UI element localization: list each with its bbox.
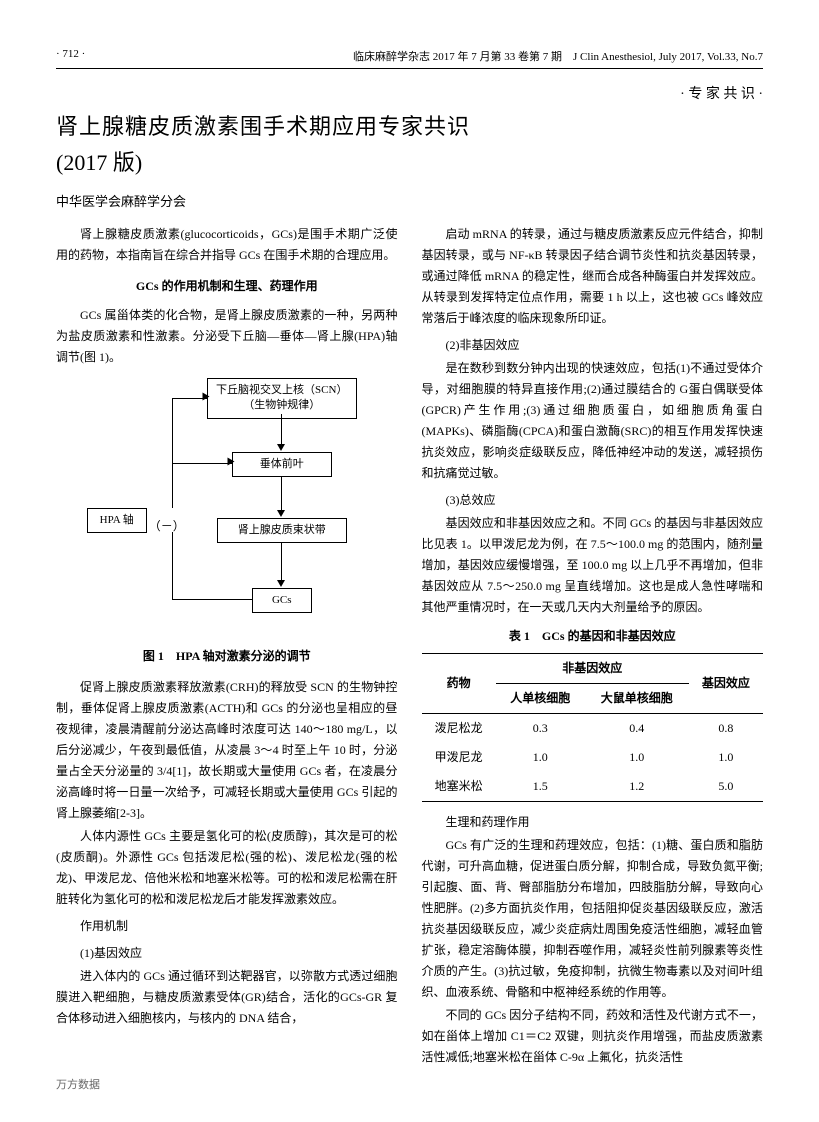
journal-info: 临床麻醉学杂志 2017 年 7 月第 33 卷第 7 期 J Clin Ane… — [353, 48, 763, 64]
table-row: 泼尼松龙 0.3 0.4 0.8 — [422, 714, 764, 744]
flowchart: 下丘脑视交叉上核（SCN）（生物钟规律） 垂体前叶 肾上腺皮质束状带 GCs H… — [87, 378, 367, 638]
feedback-minus: （－） — [149, 516, 185, 537]
paragraph: 促肾上腺皮质激素释放激素(CRH)的释放受 SCN 的生物钟控制，垂体促肾上腺皮… — [56, 677, 398, 824]
th-gene: 基因效应 — [689, 654, 763, 714]
table-row: 甲泼尼龙 1.0 1.0 1.0 — [422, 743, 764, 772]
paragraph: GCs 属甾体类的化合物，是肾上腺皮质激素的一种，另两种为盐皮质激素和性激素。分… — [56, 305, 398, 368]
item-heading: (2)非基因效应 — [422, 335, 764, 356]
author-line: 中华医学会麻醉学分会 — [56, 191, 763, 210]
running-header: · 712 · 临床麻醉学杂志 2017 年 7 月第 33 卷第 7 期 J … — [56, 48, 763, 69]
paragraph: 启动 mRNA 的转录，通过与糖皮质激素反应元件结合，抑制基因转录，或与 NF-… — [422, 224, 764, 329]
section-tag: · 专 家 共 识 · — [56, 83, 763, 103]
section-heading: GCs 的作用机制和生理、药理作用 — [56, 276, 398, 297]
th-drug: 药物 — [422, 654, 496, 714]
flowchart-box-gcs: GCs — [252, 588, 312, 613]
th-rat: 大鼠单核细胞 — [585, 684, 689, 714]
subsection-heading: 作用机制 — [56, 916, 398, 937]
flowchart-box-pituitary: 垂体前叶 — [232, 452, 332, 477]
flowchart-box-adrenal: 肾上腺皮质束状带 — [217, 518, 347, 543]
flowchart-box-scn: 下丘脑视交叉上核（SCN）（生物钟规律） — [207, 378, 357, 419]
left-column: 肾上腺糖皮质激素(glucocorticoids，GCs)是围手术期广泛使用的药… — [56, 224, 398, 1070]
subsection-heading: 生理和药理作用 — [422, 812, 764, 833]
figure-1: 下丘脑视交叉上核（SCN）（生物钟规律） 垂体前叶 肾上腺皮质束状带 GCs H… — [56, 378, 398, 667]
th-human: 人单核细胞 — [496, 684, 585, 714]
paragraph: 是在数秒到数分钟内出现的快速效应，包括(1)不通过受体介导，对细胞膜的特异直接作… — [422, 358, 764, 484]
flowchart-box-hpa: HPA 轴 — [87, 508, 147, 533]
table-1: 药物 非基因效应 基因效应 人单核细胞 大鼠单核细胞 泼尼松龙 0.3 0.4 … — [422, 653, 764, 802]
page-number: · 712 · — [56, 48, 85, 64]
item-heading: (1)基因效应 — [56, 943, 398, 964]
figure-caption: 图 1 HPA 轴对激素分泌的调节 — [56, 646, 398, 667]
item-heading: (3)总效应 — [422, 490, 764, 511]
footer-watermark: 万方数据 — [56, 1076, 100, 1092]
paragraph: GCs 有广泛的生理和药理效应，包括：(1)糖、蛋白质和脂肪代谢，可升高血糖，促… — [422, 835, 764, 1003]
paragraph: 基因效应和非基因效应之和。不同 GCs 的基因与非基因效应比见表 1。以甲泼尼龙… — [422, 513, 764, 618]
table-row: 地塞米松 1.5 1.2 5.0 — [422, 772, 764, 802]
paragraph: 肾上腺糖皮质激素(glucocorticoids，GCs)是围手术期广泛使用的药… — [56, 224, 398, 266]
paragraph: 人体内源性 GCs 主要是氢化可的松(皮质醇)，其次是可的松(皮质酮)。外源性 … — [56, 826, 398, 910]
th-nongene: 非基因效应 — [496, 654, 689, 684]
article-title: 肾上腺糖皮质激素围手术期应用专家共识 — [56, 109, 763, 141]
article-subtitle: (2017 版) — [56, 145, 763, 177]
two-column-body: 肾上腺糖皮质激素(glucocorticoids，GCs)是围手术期广泛使用的药… — [56, 224, 763, 1070]
paragraph: 进入体内的 GCs 通过循环到达靶器官，以弥散方式透过细胞膜进入靶细胞，与糖皮质… — [56, 966, 398, 1029]
right-column: 启动 mRNA 的转录，通过与糖皮质激素反应元件结合，抑制基因转录，或与 NF-… — [422, 224, 764, 1070]
paragraph: 不同的 GCs 因分子结构不同，药效和活性及代谢方式不一，如在甾体上增加 C1＝… — [422, 1005, 764, 1068]
table-caption: 表 1 GCs 的基因和非基因效应 — [422, 626, 764, 647]
